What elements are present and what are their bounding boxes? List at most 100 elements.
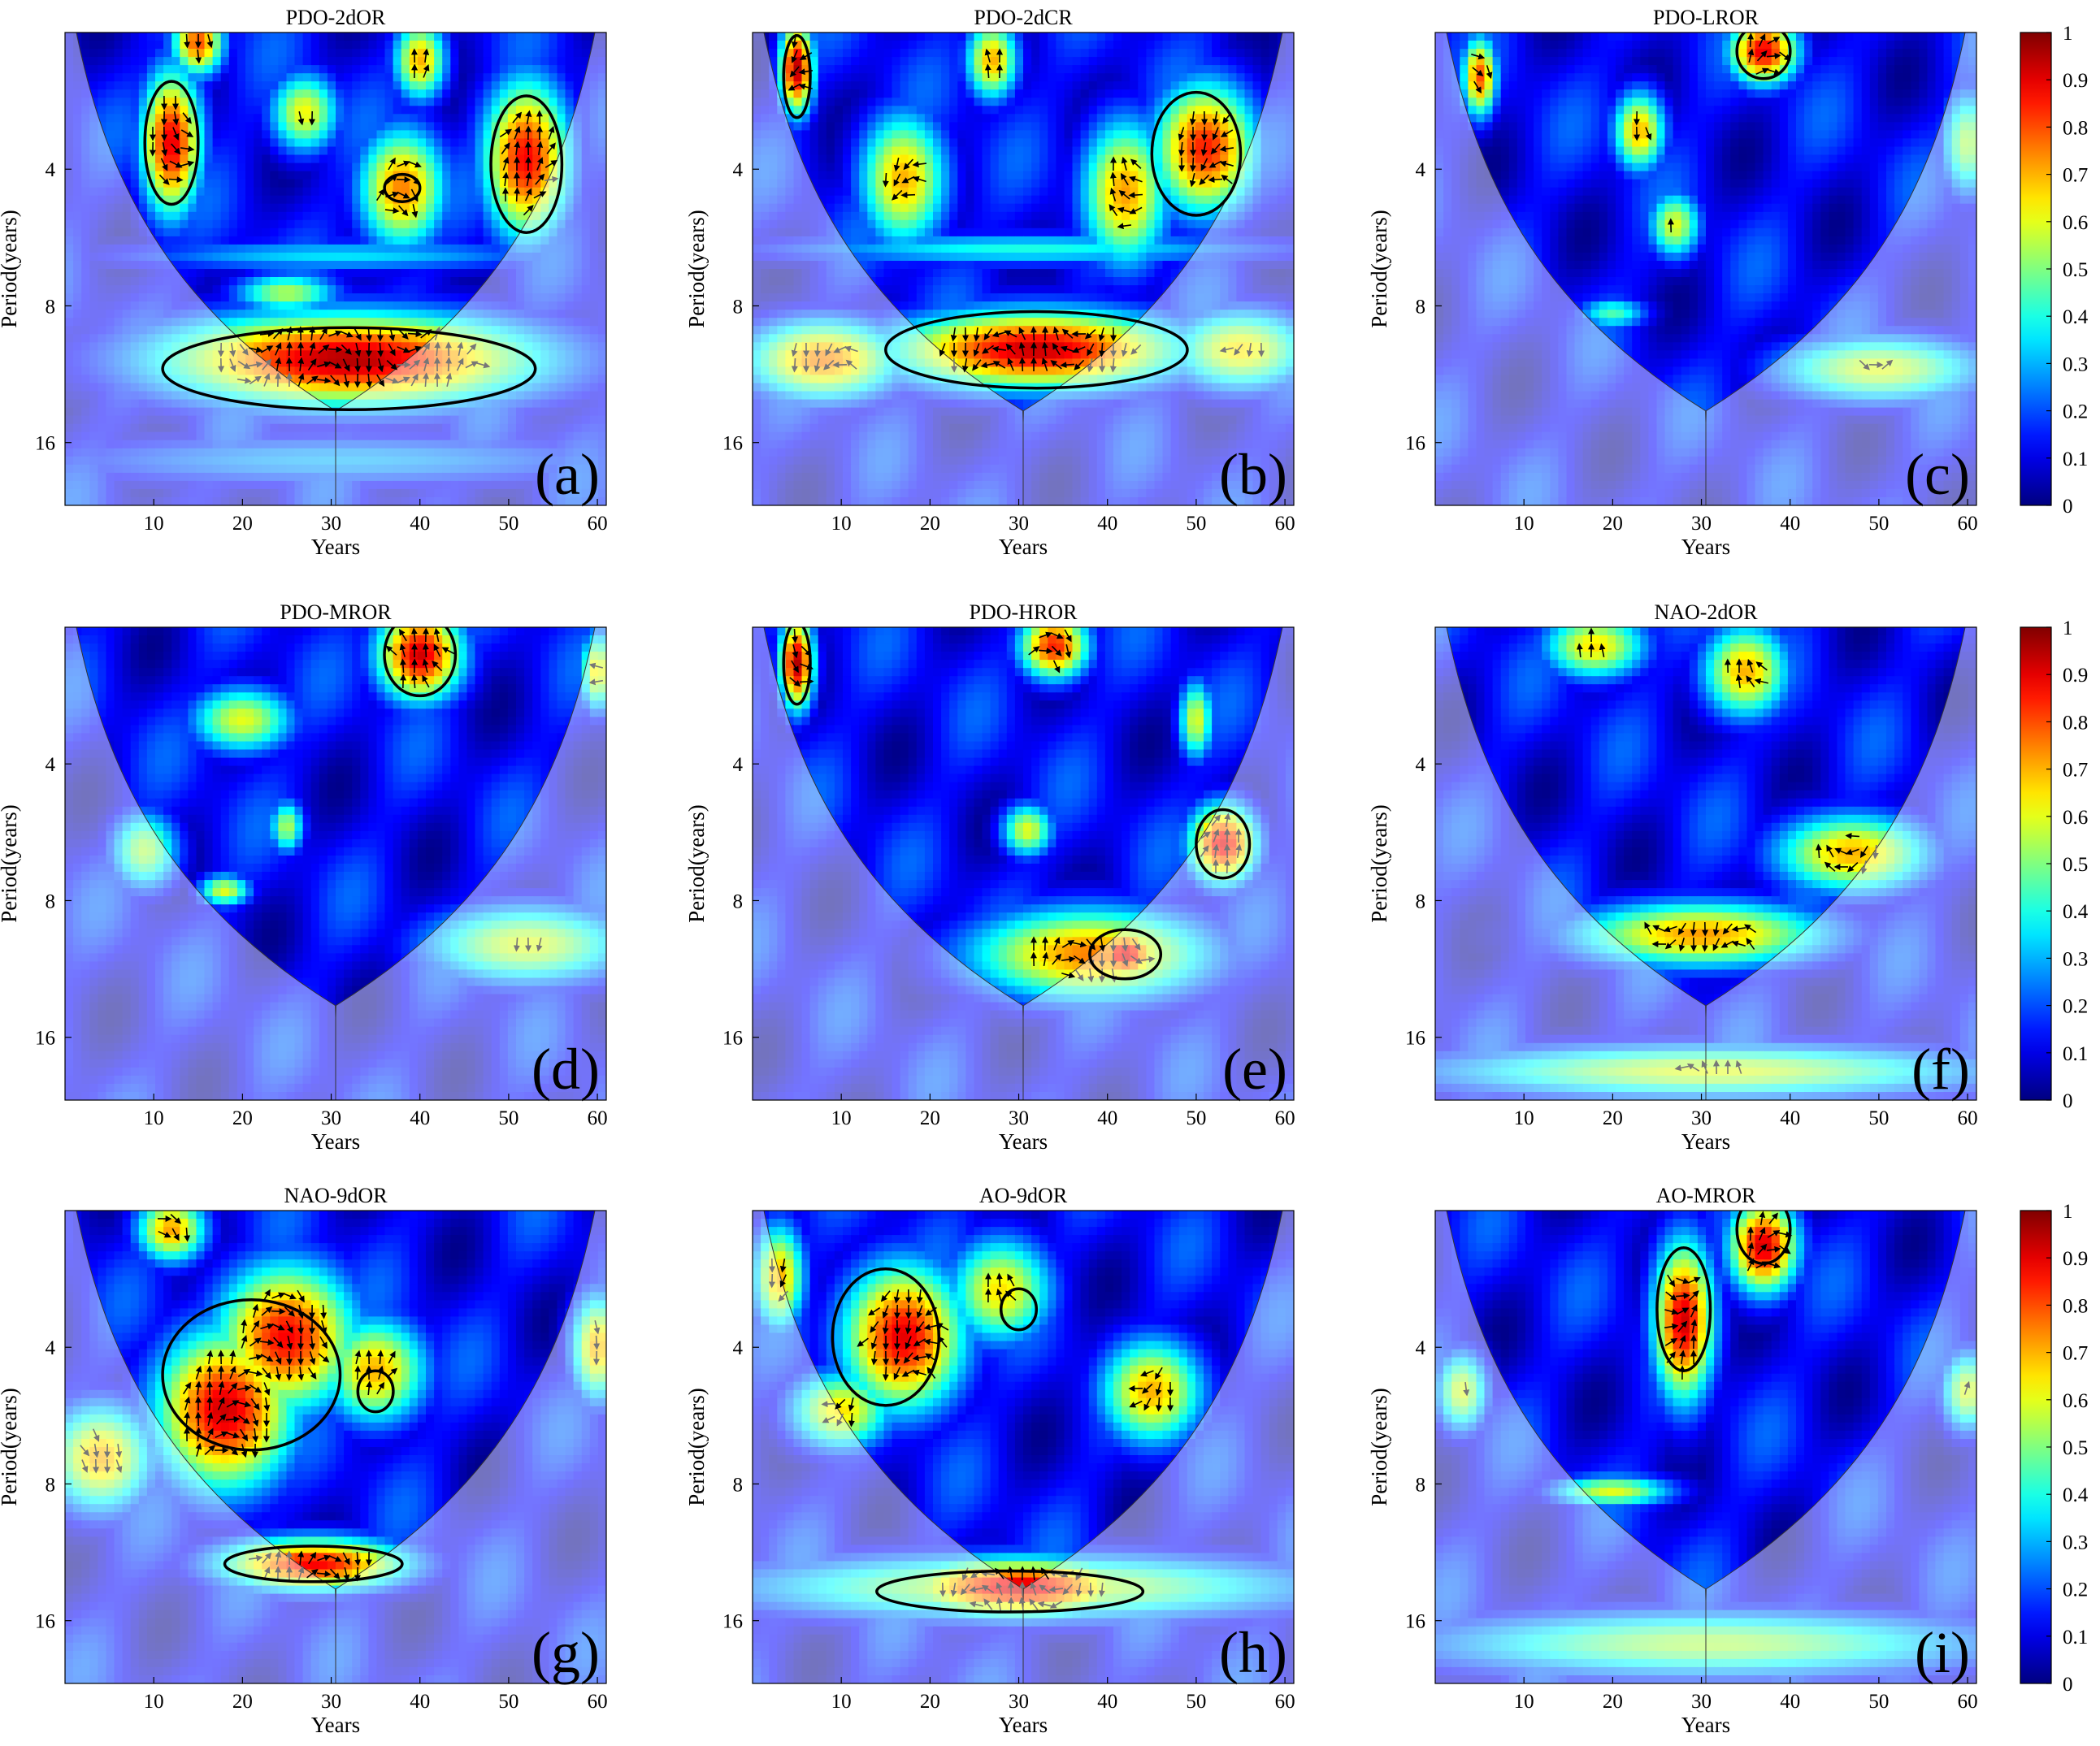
y-tick-label: 8: [46, 1474, 56, 1496]
phase-arrow: [546, 142, 556, 154]
panel-e: PDO-HROR (e) 10 20 30 40 50 60 4 8 16 Years Period(y…: [684, 600, 1295, 1154]
phase-arrow: [996, 1288, 1003, 1302]
phase-arrow: [915, 1321, 925, 1333]
colorbar-tick-label: 0.7: [2063, 165, 2088, 187]
phase-arrow: [399, 658, 406, 674]
y-tick-label: 8: [46, 890, 56, 912]
phase-arrow: [161, 142, 168, 157]
y-tick-label: 4: [46, 754, 56, 776]
phase-arrow: [328, 361, 342, 369]
phase-arrow: [992, 361, 1006, 369]
phase-arrow: [1122, 953, 1129, 967]
phase-arrow: [1098, 342, 1105, 357]
phase-arrow: [445, 372, 453, 387]
phase-arrow: [236, 1384, 252, 1392]
phase-arrow: [916, 1289, 923, 1304]
phase-arrow: [1754, 678, 1768, 685]
phase-arrow: [320, 1304, 328, 1319]
phase-arrow: [1688, 1290, 1699, 1302]
phase-arrow: [375, 188, 385, 201]
phase-arrow: [833, 345, 847, 353]
phase-arrow: [1061, 328, 1074, 339]
phase-arrow: [981, 1584, 995, 1593]
phase-arrow: [237, 1401, 252, 1408]
phase-arrow: [184, 1411, 191, 1427]
phase-arrow: [1735, 1059, 1742, 1074]
y-tick-label: 8: [1416, 1474, 1426, 1496]
phase-arrow: [923, 1338, 939, 1345]
x-axis-label: Years: [311, 535, 360, 559]
y-tick-label: 16: [35, 433, 55, 455]
phase-arrow: [307, 1367, 317, 1380]
plot-frame: [752, 32, 1295, 506]
y-tick-label: 8: [46, 296, 56, 318]
phase-arrow: [1039, 1584, 1051, 1594]
phase-arrow: [1846, 862, 1859, 873]
phase-arrow: [410, 188, 419, 202]
panel-label: (h): [1219, 1620, 1287, 1685]
phase-arrow: [514, 187, 521, 202]
phase-arrow: [1663, 925, 1677, 933]
phase-arrow: [284, 1306, 295, 1317]
phase-arrow: [1766, 1246, 1781, 1253]
x-tick-label: 40: [1097, 513, 1117, 535]
significance-contour: [999, 1287, 1039, 1332]
phase-arrow: [204, 1445, 216, 1455]
x-tick-label: 40: [1097, 1691, 1117, 1713]
phase-arrow: [354, 327, 362, 341]
phase-arrow: [229, 358, 236, 372]
phase-arrow: [1219, 346, 1234, 353]
y-axis-label: Period(years): [0, 804, 21, 922]
phase-arrow: [1722, 923, 1733, 935]
phase-arrow: [274, 1351, 282, 1365]
plot-frame: [64, 32, 607, 506]
phase-arrow: [397, 346, 410, 353]
phase-arrow: [397, 191, 410, 199]
phase-arrow: [249, 1354, 263, 1361]
phase-arrow: [1235, 843, 1243, 859]
phase-arrow: [1050, 360, 1062, 370]
x-tick-label: 60: [588, 1691, 608, 1713]
phase-arrow: [825, 343, 833, 357]
phase-arrow: [286, 1350, 293, 1366]
phase-arrow: [1040, 1566, 1050, 1580]
phase-arrow: [1665, 1291, 1677, 1301]
colorbar-tick-label: 0.8: [2063, 1295, 2088, 1317]
significance-contour: [383, 172, 422, 203]
x-tick-label: 30: [1691, 513, 1712, 535]
phase-arrow: [533, 191, 547, 199]
phase-arrow: [466, 343, 477, 355]
phase-arrow: [1028, 646, 1040, 656]
phase-arrow: [93, 1443, 100, 1458]
phase-arrow: [857, 1337, 869, 1347]
panels-layer: PDO-2dOR (a) 10 20 30 40 50 60 4 8 16 Years Period(y…: [0, 6, 1978, 1737]
phase-arrow: [80, 1445, 90, 1457]
phase-arrow: [248, 1370, 263, 1377]
colorbars-layer: 1 0.9 0.8 0.7 0.6 0.5 0.4 0.3 0.2 0.1 0 1 0.9 0.8 0.7 0…: [2020, 23, 2089, 1696]
phase-arrow: [422, 643, 429, 658]
x-axis-label: Years: [999, 535, 1048, 559]
phase-arrow: [1744, 924, 1757, 934]
phase-arrow: [1747, 48, 1755, 63]
x-tick-label: 10: [1514, 1691, 1534, 1713]
coi-boundary-right: [335, 1211, 596, 1683]
phase-arrow: [259, 1339, 275, 1346]
phase-arrow: [1189, 110, 1196, 126]
coi-boundary-right: [1705, 32, 1966, 505]
phase-arrow: [408, 161, 422, 168]
phase-arrow: [1042, 951, 1049, 967]
phase-arrow: [848, 1397, 855, 1412]
phase-arrow: [1030, 1566, 1037, 1580]
coherence-field: [65, 1211, 606, 1683]
phase-arrow: [1679, 1350, 1686, 1365]
phase-arrow: [1768, 1212, 1778, 1224]
phase-arrow: [1759, 1227, 1766, 1241]
x-tick-label: 60: [1275, 1107, 1295, 1129]
phase-arrow: [1735, 674, 1742, 689]
phase-arrow: [1073, 941, 1087, 948]
phase-arrow: [317, 1554, 332, 1562]
colorbar-tick-label: 0.9: [2063, 665, 2088, 687]
phase-arrow: [248, 1554, 263, 1562]
phase-arrow: [388, 1350, 396, 1364]
phase-arrow: [961, 357, 969, 373]
